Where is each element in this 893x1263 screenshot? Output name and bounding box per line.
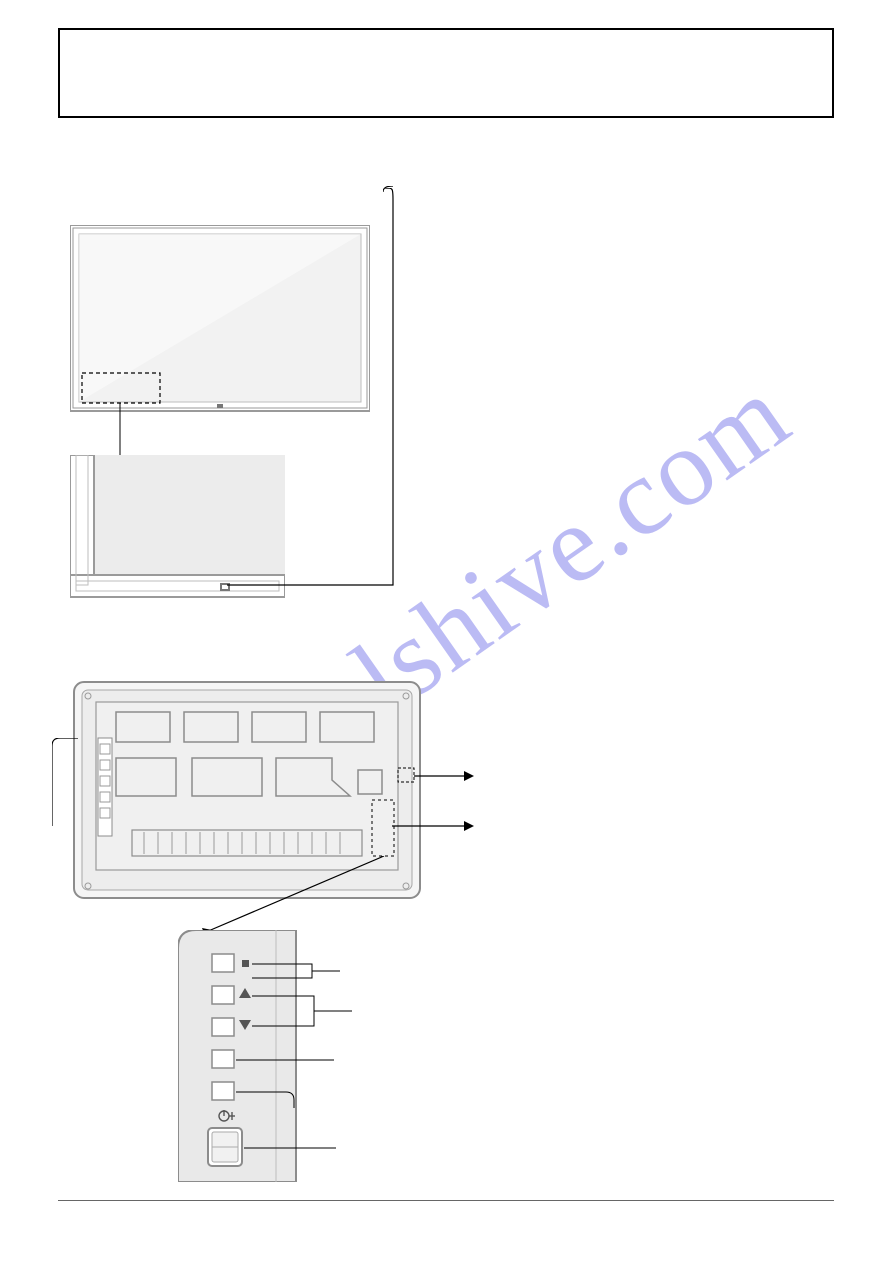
leader-btn-1	[252, 960, 342, 980]
leader-vertical-mid	[390, 598, 396, 658]
leader-btn-4	[236, 1058, 336, 1062]
leader-top-u	[225, 188, 395, 598]
leader-right-arrow-2	[392, 820, 474, 832]
leader-right-arrow-1	[414, 770, 474, 782]
leader-top-u-cap	[383, 186, 403, 196]
leader-btn-2-3	[252, 992, 354, 1032]
title-box	[58, 28, 834, 118]
leader-btn-5	[236, 1090, 326, 1110]
leader-left-l	[52, 738, 80, 828]
leader-to-button-strip	[200, 856, 390, 936]
manual-page: manualshive.com	[0, 0, 893, 1263]
footer-rule	[58, 1200, 834, 1201]
leader-dashed-to-detail	[118, 403, 122, 459]
leader-rocker	[244, 1146, 338, 1150]
